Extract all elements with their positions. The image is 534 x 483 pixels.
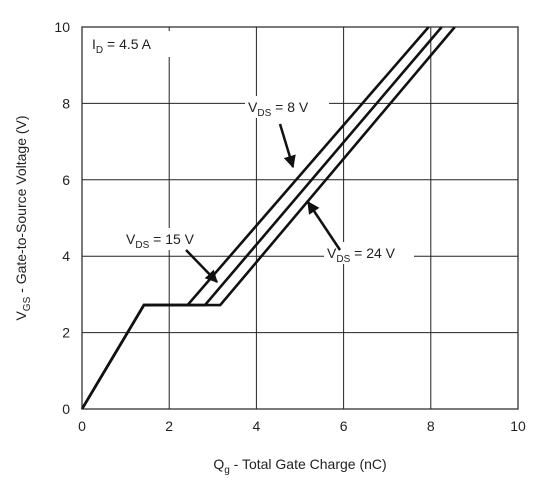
series-lines bbox=[80, 26, 456, 410]
annotations: VDS = 8 V VDS = 15 V VDS = 24 V bbox=[123, 96, 414, 283]
x-tick-label: 2 bbox=[165, 418, 173, 434]
condition-label-group: ID = 4.5 A bbox=[86, 31, 172, 57]
condition-label: ID = 4.5 A bbox=[92, 36, 152, 56]
y-tick-label: 10 bbox=[54, 19, 70, 35]
y-axis-title: VGS - Gate-to-Source Voltage (V) bbox=[13, 115, 33, 320]
x-axis-title: Qg - Total Gate Charge (nC) bbox=[213, 456, 386, 476]
annotation-bg bbox=[245, 96, 329, 118]
x-tick-label: 0 bbox=[78, 418, 86, 434]
grid bbox=[81, 26, 519, 410]
y-tick-label: 4 bbox=[62, 248, 70, 264]
x-tick-label: 10 bbox=[510, 418, 526, 434]
annotation-vds-2: VDS = 15 V bbox=[126, 231, 195, 251]
annotation-bg bbox=[324, 242, 414, 264]
condition-label-bg bbox=[86, 31, 172, 57]
plot-frame bbox=[81, 26, 519, 410]
annotation-vds-1: VDS = 8 V bbox=[248, 99, 309, 119]
y-tick-label: 8 bbox=[62, 95, 70, 111]
y-tick-label: 0 bbox=[62, 401, 70, 417]
x-tick-label: 4 bbox=[253, 418, 261, 434]
annotation-arrow-3 bbox=[306, 200, 342, 251]
x-tick-label: 8 bbox=[427, 418, 435, 434]
annotation-arrow-1 bbox=[278, 123, 296, 169]
annotation-vds-3: VDS = 24 V bbox=[327, 245, 396, 265]
annotation-arrow-2 bbox=[185, 249, 218, 283]
y-tick-label: 6 bbox=[62, 172, 70, 188]
x-tick-label: 6 bbox=[340, 418, 348, 434]
annotation-bg bbox=[123, 228, 213, 250]
series-line-1 bbox=[80, 26, 430, 410]
tick-labels: 0 2 4 6 8 10 0 2 4 6 8 10 bbox=[54, 19, 526, 434]
y-tick-label: 2 bbox=[62, 325, 70, 341]
series-line-3 bbox=[80, 26, 456, 410]
